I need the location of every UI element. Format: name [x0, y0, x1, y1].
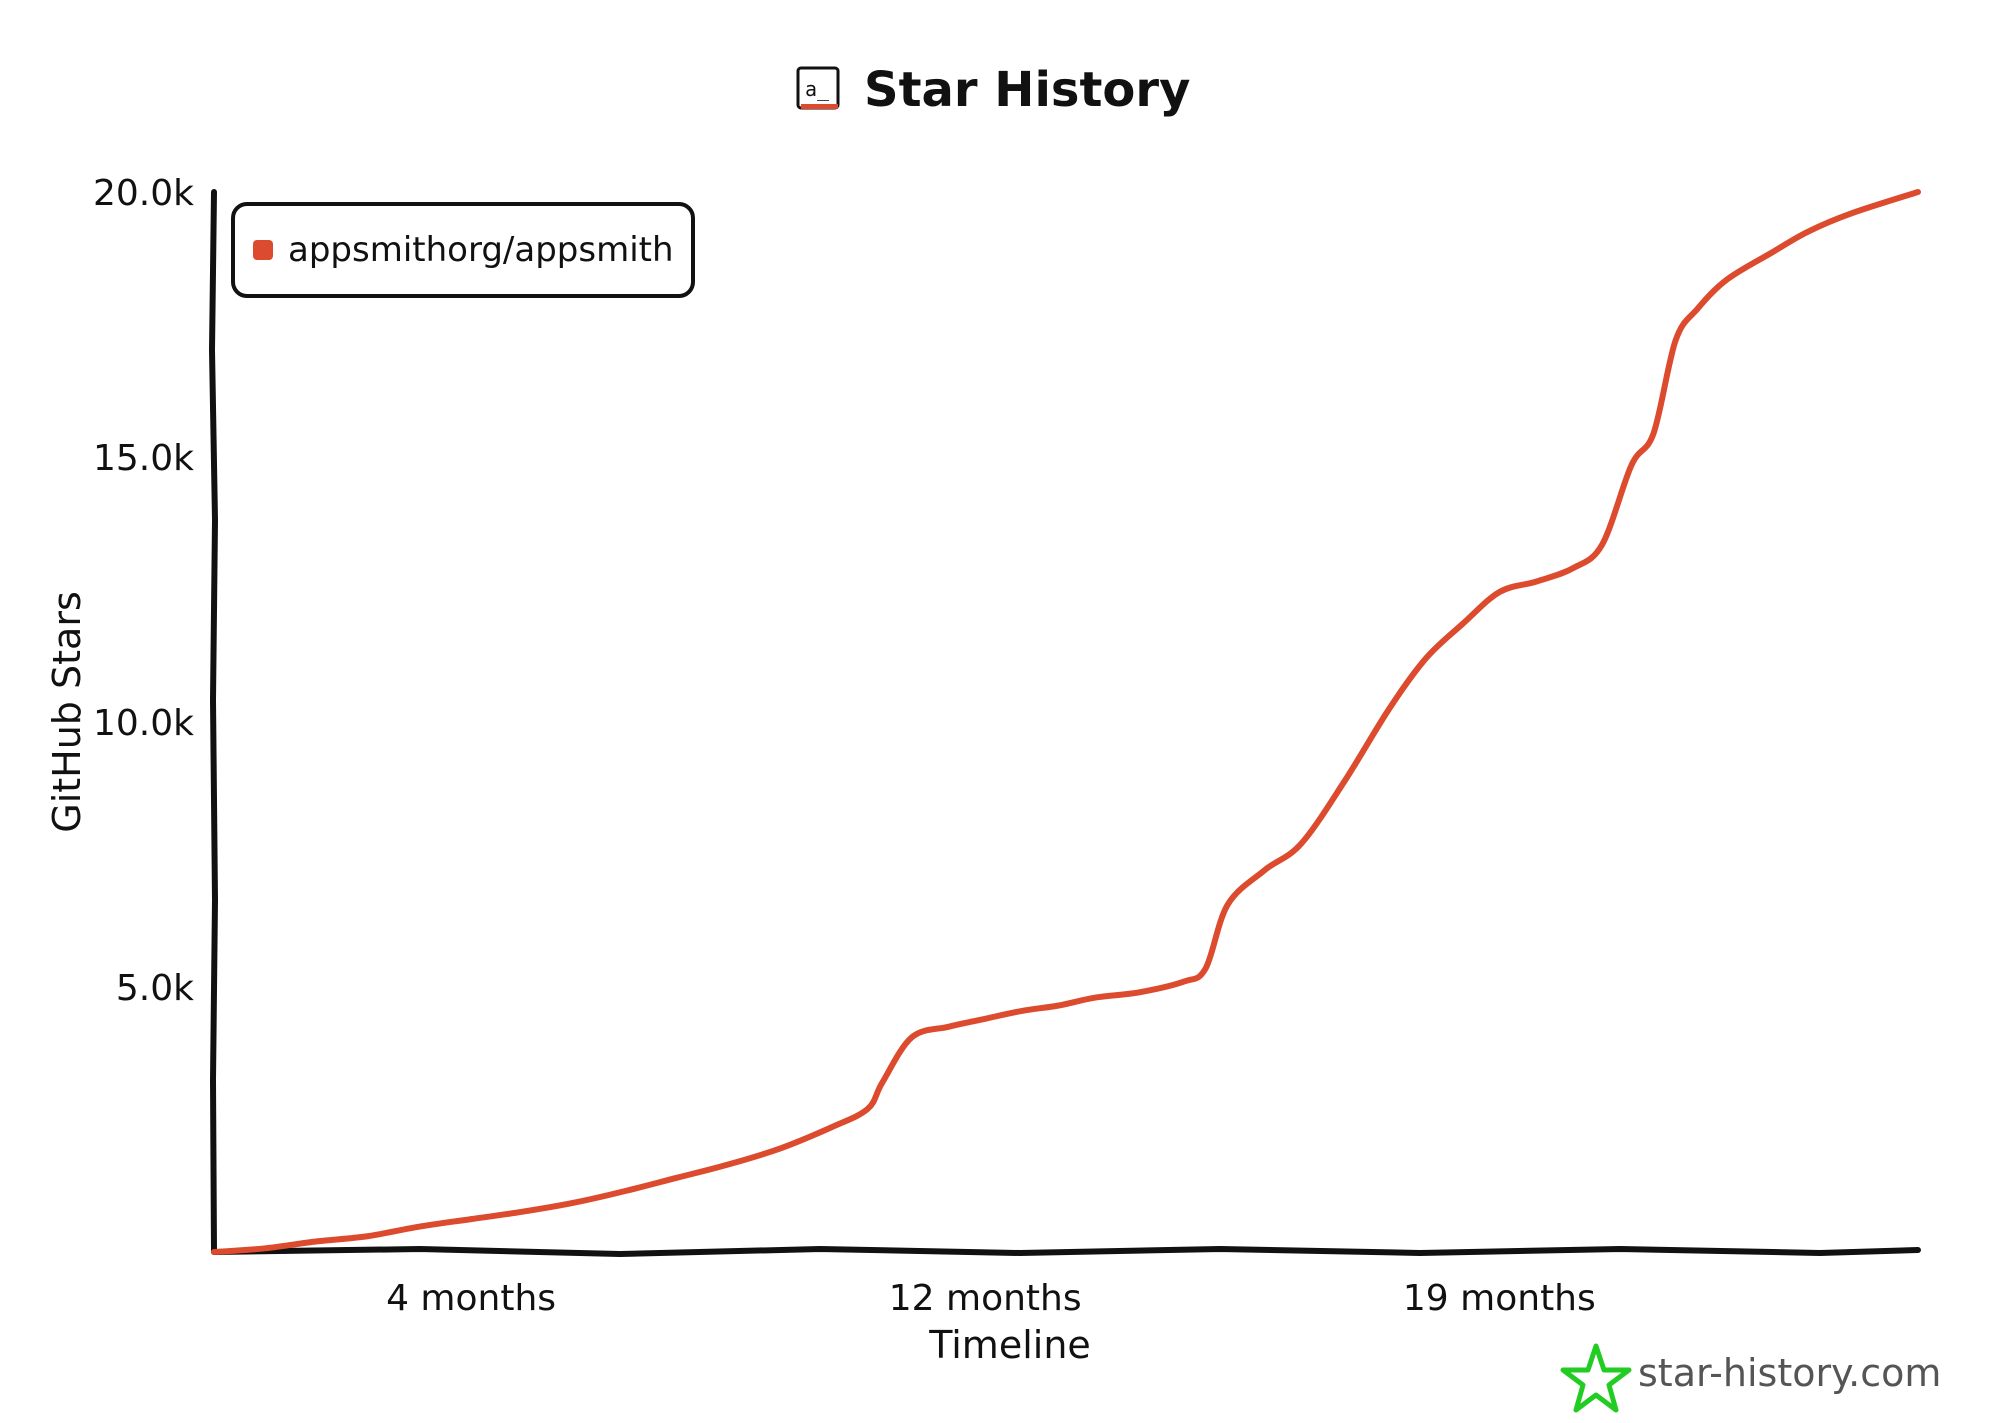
watermark-text: star-history.com	[1638, 1351, 1941, 1395]
star-history-logo-icon: a_	[796, 66, 840, 110]
legend-swatch	[253, 240, 273, 260]
x-tick-label: 12 months	[889, 1278, 1082, 1319]
x-axis-label: Timeline	[928, 1323, 1091, 1367]
y-axis-label: GitHub Stars	[45, 591, 89, 833]
legend-box	[231, 202, 695, 298]
y-axis-line	[208, 189, 219, 1255]
series-line-appsmithorg-appsmith	[211, 189, 1921, 1255]
x-tick-labels: 4 months 12 months 19 months	[386, 1278, 1596, 1319]
y-tick-label: 10.0k	[93, 703, 194, 744]
logo-text: a_	[805, 77, 830, 101]
brand-star-icon	[1560, 1343, 1632, 1413]
y-tick-label: 15.0k	[93, 438, 194, 479]
y-tick-label: 5.0k	[116, 968, 194, 1009]
y-tick-labels: 5.0k 10.0k 15.0k 20.0k	[93, 173, 194, 1009]
y-tick-label: 20.0k	[93, 173, 194, 214]
legend: appsmithorg/appsmith	[231, 202, 695, 298]
chart-title: Star History	[864, 62, 1190, 118]
legend-label: appsmithorg/appsmith	[288, 230, 674, 270]
star-history-brand: star-history.com	[1560, 1343, 1941, 1413]
x-axis-line	[211, 1245, 1921, 1258]
x-tick-label: 19 months	[1403, 1278, 1596, 1319]
x-tick-label: 4 months	[386, 1278, 556, 1319]
